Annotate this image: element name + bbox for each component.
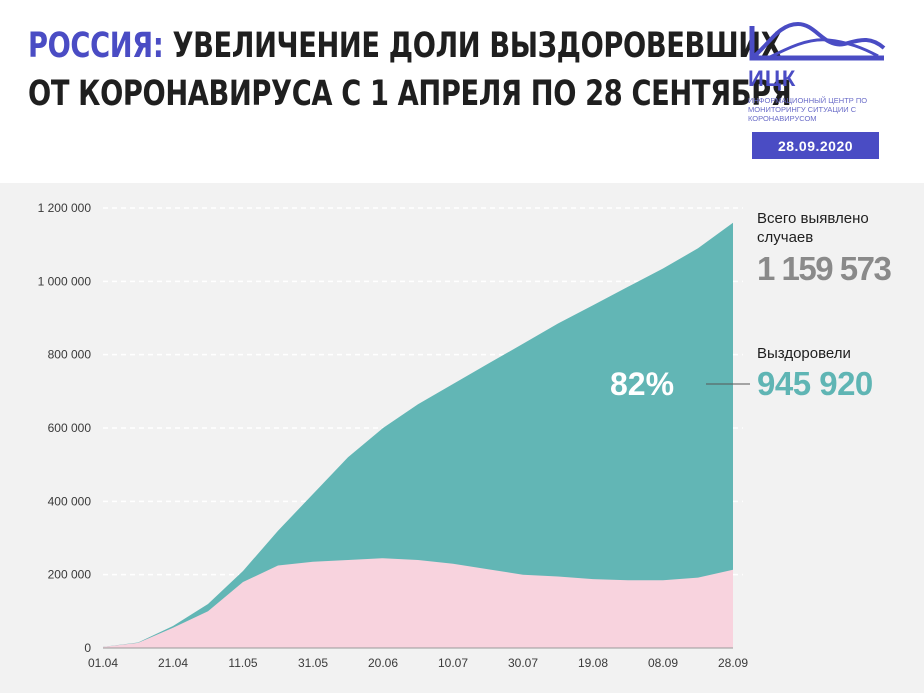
logo-icon — [749, 21, 886, 61]
x-tick-label: 20.06 — [368, 656, 398, 670]
y-tick-label: 200 000 — [48, 568, 92, 582]
x-tick-label: 10.07 — [438, 656, 468, 670]
x-tick-label: 28.09 — [718, 656, 748, 670]
y-tick-label: 0 — [84, 641, 91, 655]
x-tick-label: 21.04 — [158, 656, 188, 670]
y-tick-label: 1 200 000 — [38, 201, 92, 215]
logo-subtitle: ИНФОРМАЦИОННЫЙ ЦЕНТР ПО МОНИТОРИНГУ СИТУ… — [748, 96, 868, 123]
series-total-area — [103, 222, 733, 649]
total-label: Всего выявлено случаев — [757, 210, 869, 246]
x-tick-label: 08.09 — [648, 656, 678, 670]
y-tick-label: 1 000 000 — [38, 274, 92, 288]
series-active-area — [103, 558, 733, 648]
recovered-label: Выздоровели — [757, 345, 851, 362]
y-tick-label: 600 000 — [48, 421, 92, 435]
recovered-share: 82% — [610, 366, 675, 402]
title-line2: ОТ КОРОНАВИРУСА С 1 АПРЕЛЯ ПО 28 СЕНТЯБР… — [28, 74, 792, 114]
x-tick-label: 30.07 — [508, 656, 538, 670]
header: РОССИЯ: УВЕЛИЧЕНИЕ ДОЛИ ВЫЗДОРОВЕВШИХ ОТ… — [0, 0, 924, 183]
y-tick-label: 400 000 — [48, 494, 92, 508]
logo-name: ИЦК — [748, 66, 797, 91]
date-badge: 28.09.2020 — [752, 132, 879, 159]
title-accent: РОССИЯ: — [28, 26, 164, 66]
recovered-value: 945 920 — [757, 365, 873, 402]
x-tick-label: 31.05 — [298, 656, 328, 670]
total-value: 1 159 573 — [757, 250, 892, 287]
x-tick-label: 19.08 — [578, 656, 608, 670]
page-title: РОССИЯ: УВЕЛИЧЕНИЕ ДОЛИ ВЫЗДОРОВЕВШИХ ОТ… — [28, 22, 792, 118]
x-tick-label: 01.04 — [88, 656, 118, 670]
x-tick-label: 11.05 — [228, 656, 257, 670]
title-line1: УВЕЛИЧЕНИЕ ДОЛИ ВЫЗДОРОВЕВШИХ — [163, 26, 782, 66]
y-tick-label: 800 000 — [48, 348, 92, 362]
